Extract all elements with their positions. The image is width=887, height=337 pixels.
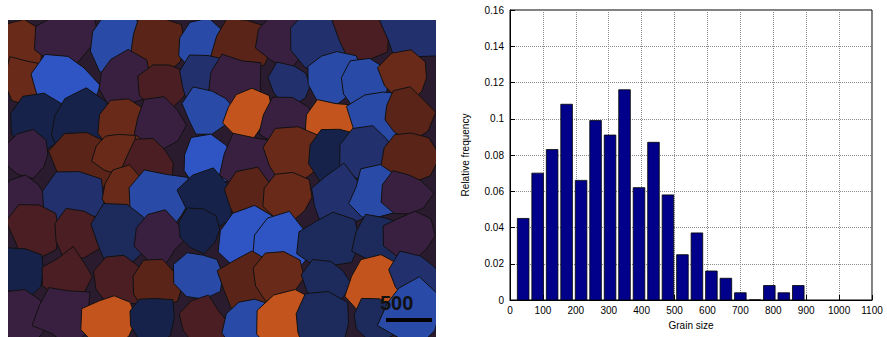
svg-text:0.1: 0.1 xyxy=(490,113,504,124)
svg-text:0.16: 0.16 xyxy=(485,5,505,16)
svg-text:Relative frequency: Relative frequency xyxy=(460,114,471,197)
svg-text:500: 500 xyxy=(380,292,413,314)
svg-text:0: 0 xyxy=(507,305,513,316)
svg-text:700: 700 xyxy=(732,305,749,316)
svg-text:0.12: 0.12 xyxy=(485,77,505,88)
svg-text:200: 200 xyxy=(567,305,584,316)
svg-text:0: 0 xyxy=(498,295,504,306)
svg-text:Grain size: Grain size xyxy=(668,320,713,331)
svg-text:0.14: 0.14 xyxy=(485,41,505,52)
svg-text:600: 600 xyxy=(699,305,716,316)
svg-text:300: 300 xyxy=(600,305,617,316)
svg-text:0.06: 0.06 xyxy=(485,186,505,197)
svg-text:0.02: 0.02 xyxy=(485,258,505,269)
svg-text:900: 900 xyxy=(798,305,815,316)
svg-text:100: 100 xyxy=(535,305,552,316)
svg-text:1000: 1000 xyxy=(828,305,851,316)
svg-text:400: 400 xyxy=(633,305,650,316)
svg-text:500: 500 xyxy=(666,305,683,316)
svg-text:1100: 1100 xyxy=(861,305,883,316)
svg-text:0.04: 0.04 xyxy=(485,222,505,233)
svg-text:0.08: 0.08 xyxy=(485,150,505,161)
svg-text:800: 800 xyxy=(765,305,782,316)
